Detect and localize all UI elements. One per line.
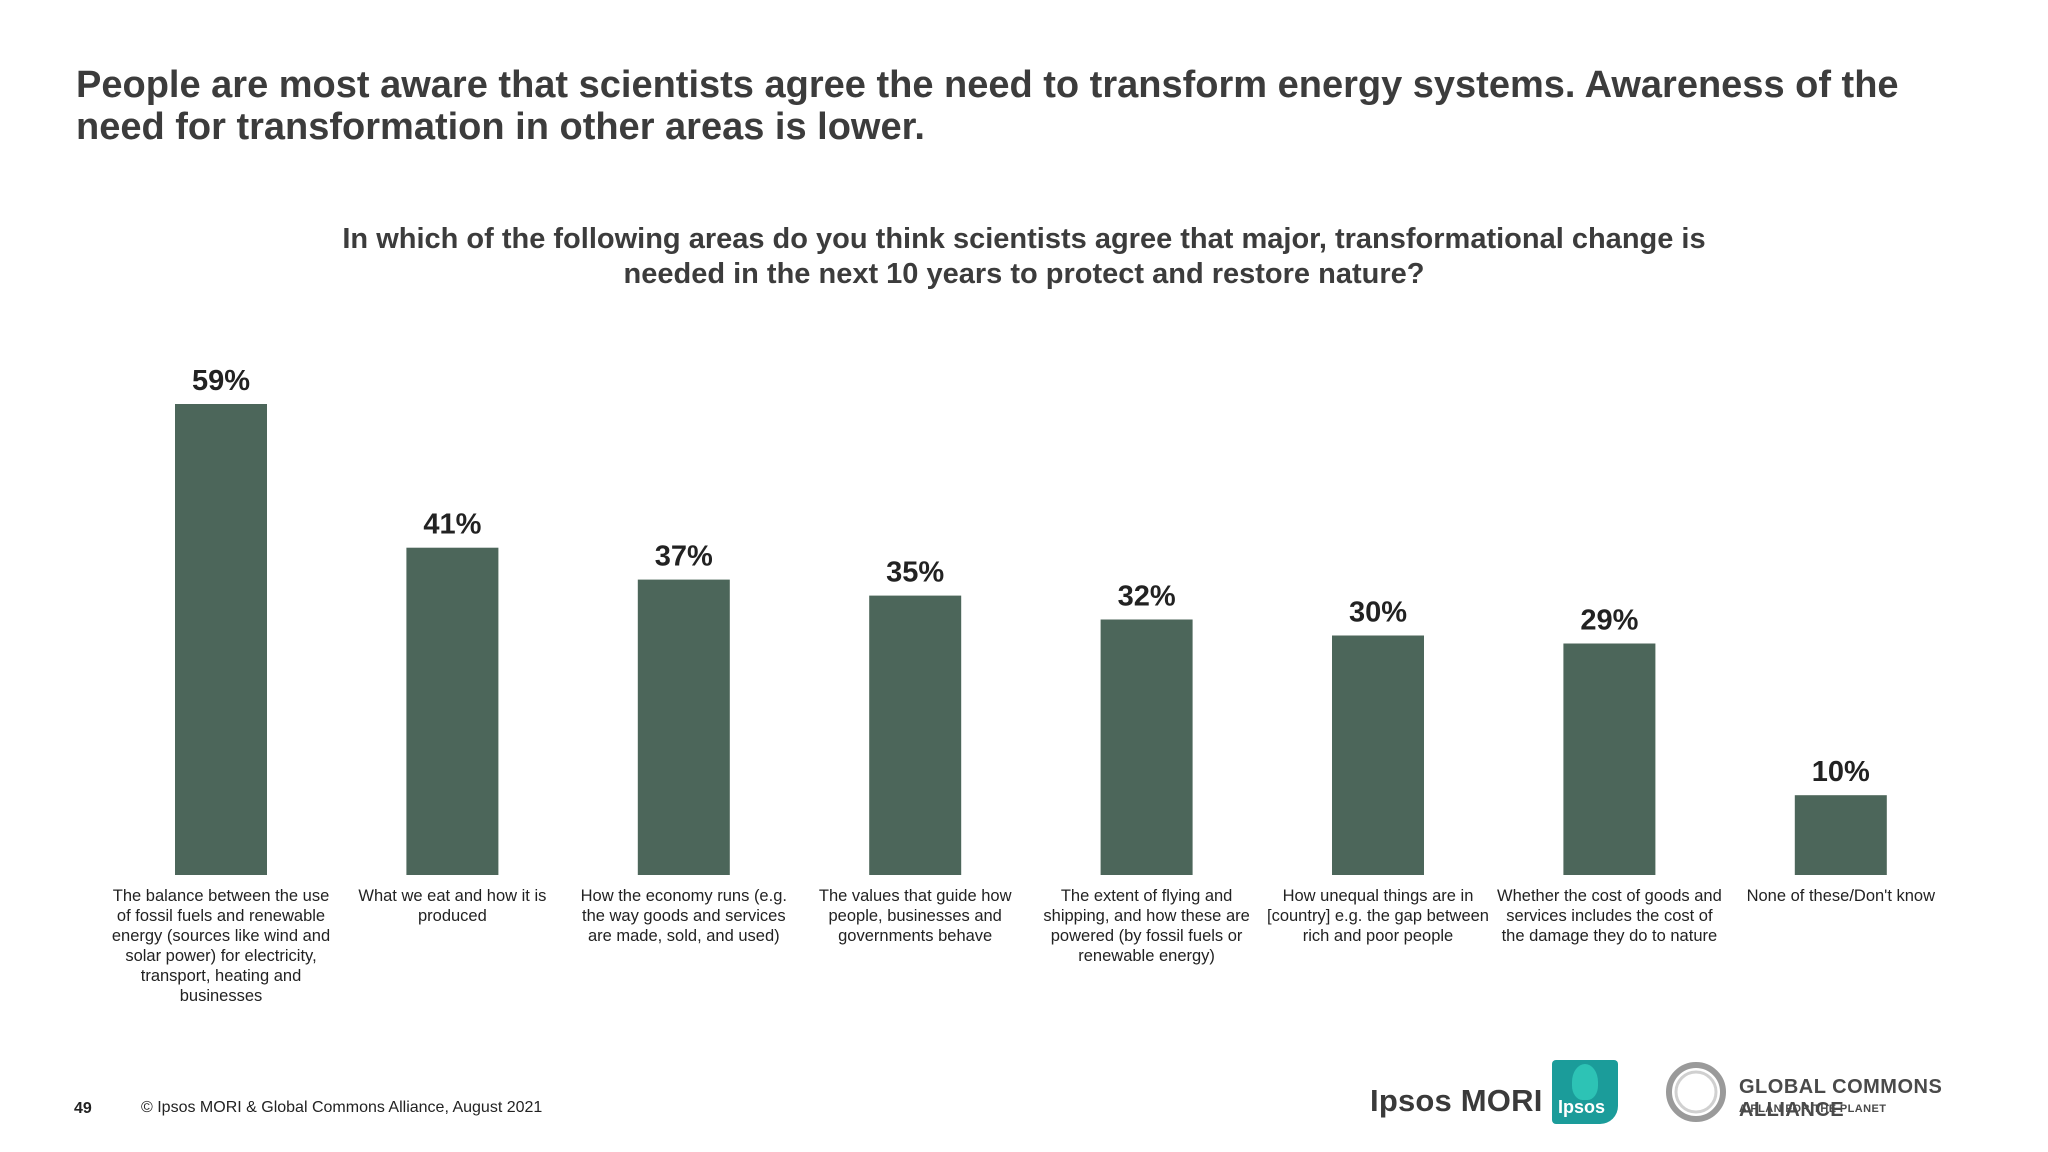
gca-ring-icon [1666, 1062, 1726, 1122]
data-label-5: 32% [1118, 581, 1176, 613]
data-label-8: 10% [1812, 756, 1870, 788]
data-label-4: 35% [886, 557, 944, 589]
bar-3 [637, 579, 730, 875]
gca-logo-title: GLOBAL COMMONS ALLIANCE [1739, 1076, 1943, 1121]
bar-4 [869, 595, 962, 875]
bar-2 [406, 547, 499, 875]
data-label-3: 37% [655, 541, 713, 573]
category-label-3: How the economy runs (e.g. the way goods… [580, 887, 787, 945]
category-label-8: None of these/Don't know [1746, 887, 1936, 905]
bar-5 [1100, 619, 1193, 875]
copyright-notice: © Ipsos MORI & Global Commons Alliance, … [141, 1099, 543, 1116]
page-number: 49 [74, 1100, 92, 1117]
ipsos-badge-logo: Ipsos [1552, 1060, 1618, 1124]
ipsos-mori-logo: Ipsos MORI [1370, 1083, 1543, 1118]
data-label-2: 41% [423, 509, 481, 541]
category-label-1: The balance between the use of fossil fu… [111, 887, 331, 1005]
category-label-2: What we eat and how it is produced [358, 887, 547, 925]
category-label-7: Whether the cost of goods and services i… [1497, 887, 1722, 945]
category-label-6: How unequal things are in [country] e.g.… [1267, 887, 1489, 945]
category-label-5: The extent of flying and shipping, and h… [1043, 887, 1250, 965]
ipsos-badge-text: Ipsos [1558, 1097, 1606, 1117]
category-label-4: The values that guide how people, busine… [818, 887, 1012, 945]
data-label-1: 59% [192, 365, 250, 397]
bar-6 [1332, 635, 1424, 875]
bar-1 [175, 404, 267, 875]
bar-7 [1563, 643, 1656, 875]
bar-8 [1794, 795, 1887, 875]
page-title: People are most aware that scientists ag… [76, 64, 1899, 148]
chart-question: In which of the following areas do you t… [342, 223, 1706, 290]
data-label-6: 30% [1349, 597, 1407, 629]
data-label-7: 29% [1580, 605, 1638, 637]
gca-logo-subtitle: A PLAN FOR THE PLANET [1739, 1103, 1887, 1115]
ipsos-swoosh-icon [1572, 1064, 1598, 1100]
